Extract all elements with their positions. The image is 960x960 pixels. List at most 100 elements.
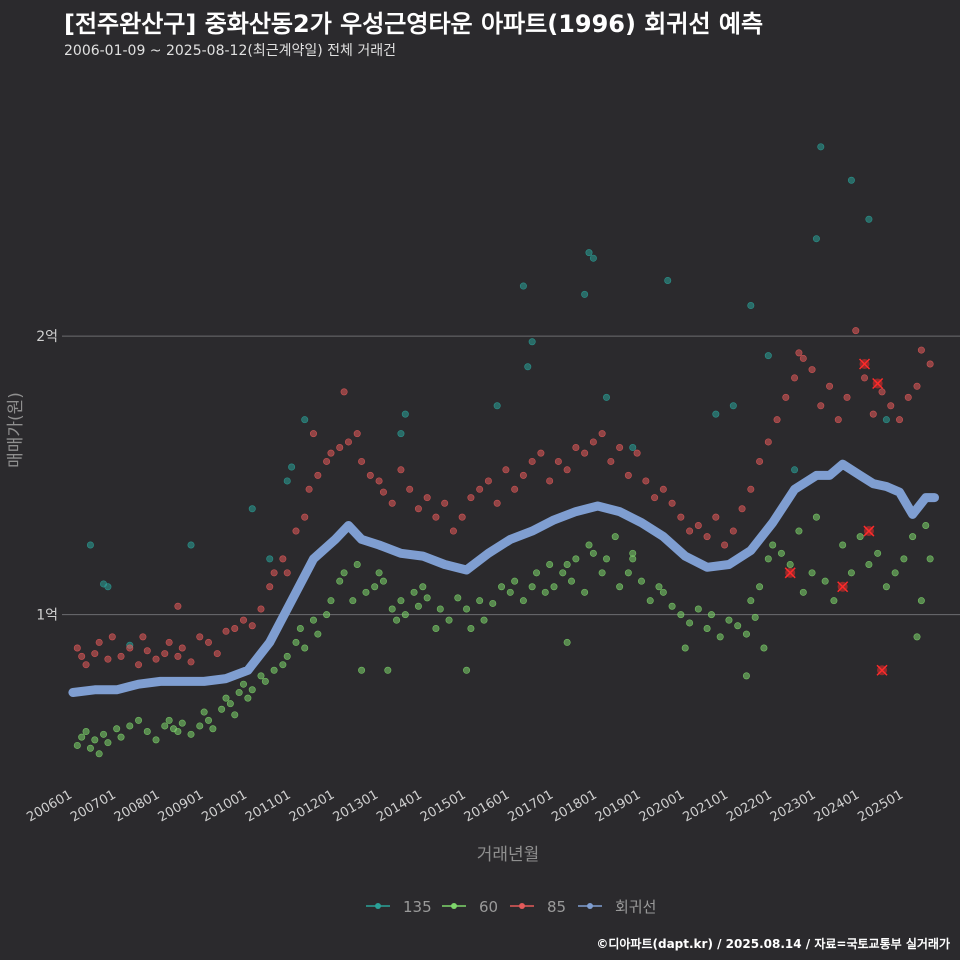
point-85	[756, 457, 764, 465]
point-60	[703, 625, 711, 633]
point-135	[817, 143, 825, 151]
point-85	[165, 638, 173, 646]
point-60	[467, 625, 475, 633]
point-135	[493, 402, 501, 410]
point-60	[463, 666, 471, 674]
point-60	[248, 686, 256, 694]
point-85	[554, 457, 562, 465]
point-85	[808, 366, 816, 374]
point-60	[454, 594, 462, 602]
point-60	[891, 569, 899, 577]
point-60	[222, 694, 230, 702]
point-85	[406, 485, 414, 493]
point-60	[174, 728, 182, 736]
point-60	[397, 597, 405, 605]
point-85	[721, 541, 729, 549]
point-85	[598, 430, 606, 438]
point-60	[489, 599, 497, 607]
x-tick-label: 202401	[812, 787, 862, 825]
point-60	[261, 677, 269, 685]
point-60	[681, 644, 689, 652]
point-85	[607, 457, 615, 465]
point-85	[375, 477, 383, 485]
point-60	[126, 722, 134, 730]
point-60	[117, 733, 125, 741]
point-60	[301, 644, 309, 652]
point-60	[598, 569, 606, 577]
point-60	[581, 588, 589, 596]
point-85	[493, 499, 501, 507]
point-85	[869, 410, 877, 418]
point-60	[410, 588, 418, 596]
point-60	[742, 630, 750, 638]
point-60	[327, 597, 335, 605]
point-60	[611, 533, 619, 541]
point-60	[480, 616, 488, 624]
point-85	[861, 374, 869, 382]
point-60	[323, 611, 331, 619]
point-85	[773, 416, 781, 424]
point-60	[358, 666, 366, 674]
point-85	[528, 457, 536, 465]
point-60	[401, 611, 409, 619]
point-60	[419, 583, 427, 591]
point-60	[572, 555, 580, 563]
y-tick-label: 2억	[36, 329, 58, 345]
point-85	[95, 638, 103, 646]
point-60	[436, 605, 444, 613]
point-135	[104, 583, 112, 591]
point-135	[528, 338, 536, 346]
series-85-points	[73, 327, 934, 669]
x-tick-label: 201501	[418, 787, 468, 825]
point-85	[301, 513, 309, 521]
x-tick-label: 202201	[724, 787, 774, 825]
point-85	[817, 402, 825, 410]
point-60	[100, 730, 108, 738]
point-135	[301, 416, 309, 424]
point-60	[205, 716, 213, 724]
x-tick-label: 200901	[156, 787, 206, 825]
point-60	[646, 597, 654, 605]
point-60	[616, 583, 624, 591]
point-135	[401, 410, 409, 418]
point-60	[602, 555, 610, 563]
point-60	[239, 680, 247, 688]
point-135	[729, 402, 737, 410]
point-85	[388, 499, 396, 507]
point-135	[764, 352, 772, 360]
point-60	[659, 588, 667, 596]
point-85	[799, 354, 807, 362]
point-60	[533, 569, 541, 577]
point-60	[707, 611, 715, 619]
point-60	[917, 597, 925, 605]
point-85	[563, 466, 571, 474]
x-tick-label: 200601	[24, 787, 74, 825]
point-60	[113, 725, 121, 733]
legend-item-85: 85	[510, 898, 566, 916]
point-60	[882, 583, 890, 591]
point-60	[165, 716, 173, 724]
point-60	[756, 583, 764, 591]
point-60	[414, 602, 422, 610]
point-60	[812, 513, 820, 521]
x-tick-label: 202301	[768, 787, 818, 825]
point-85	[104, 655, 112, 663]
y-tick-label: 1억	[36, 608, 58, 624]
point-85	[834, 416, 842, 424]
point-85	[397, 466, 405, 474]
point-135	[187, 541, 195, 549]
point-60	[769, 541, 777, 549]
point-60	[847, 569, 855, 577]
series-135-points	[86, 143, 890, 649]
cancelled-marker	[837, 581, 849, 593]
point-60	[799, 588, 807, 596]
point-60	[309, 616, 317, 624]
point-60	[432, 625, 440, 633]
point-60	[506, 588, 514, 596]
point-60	[388, 605, 396, 613]
point-135	[585, 249, 593, 257]
point-85	[887, 402, 895, 410]
point-85	[257, 605, 265, 613]
legend-swatch	[375, 903, 381, 909]
series-60-points	[73, 513, 934, 758]
